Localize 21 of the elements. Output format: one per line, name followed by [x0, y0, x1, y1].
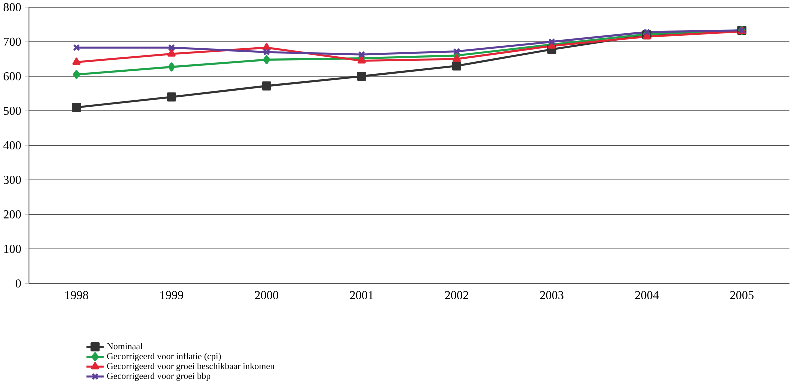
- legend-label: Gecorrigeerd voor groei beschikbaar inkomen: [107, 363, 275, 372]
- y-tick-label: 500: [4, 107, 22, 116]
- y-tick-label: 100: [4, 245, 22, 254]
- x-tick-label: 2000: [255, 291, 279, 300]
- y-tick-label: 400: [4, 142, 22, 150]
- x-tick-label: 2003: [540, 291, 564, 300]
- legend-label: Gecorrigeerd voor groei bbp: [107, 372, 211, 382]
- y-tick-label: 300: [4, 176, 22, 184]
- y-tick-label: 700: [4, 38, 22, 46]
- legend-label: Nominaal: [107, 343, 143, 350]
- x-tick-label: 1998: [66, 291, 88, 300]
- x-tick-label: 2001: [350, 291, 374, 300]
- legend-label: Gecorrigeerd voor inflatie (cpi): [107, 353, 222, 362]
- y-tick-label: 800: [4, 4, 22, 12]
- y-tick-label: 600: [4, 72, 22, 81]
- y-tick-label: 0: [16, 280, 22, 288]
- x-tick-label: 2005: [730, 291, 754, 300]
- x-tick-label: 2004: [635, 291, 660, 300]
- x-tick-label: 2002: [445, 291, 468, 300]
- x-tick-label: 1999: [160, 291, 184, 300]
- y-tick-label: 200: [4, 210, 22, 219]
